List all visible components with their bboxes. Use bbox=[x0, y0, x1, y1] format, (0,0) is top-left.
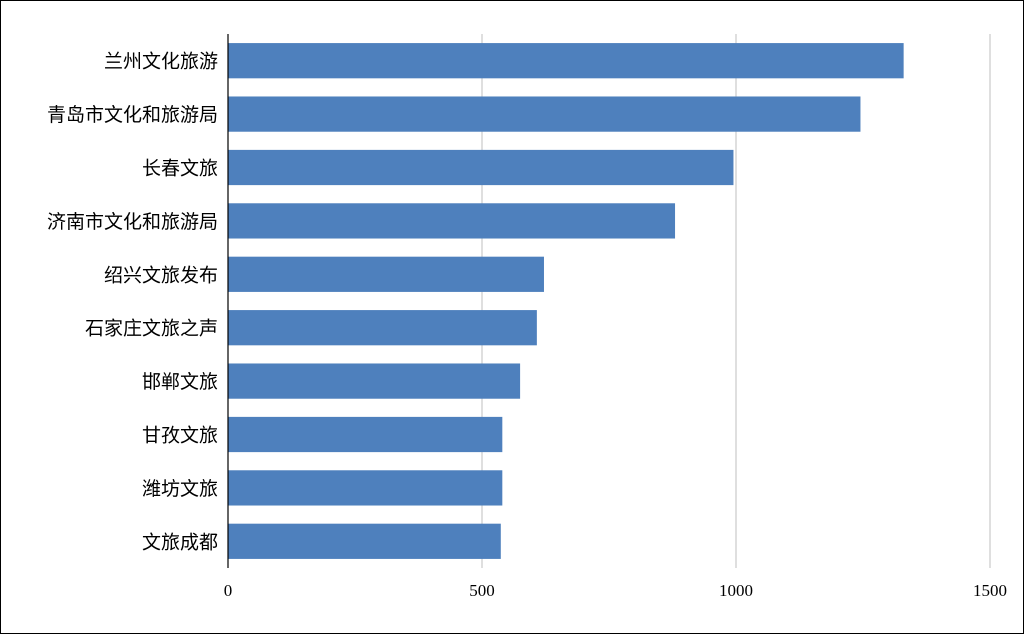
category-label: 长春文旅 bbox=[142, 158, 218, 180]
x-tick-label: 1000 bbox=[719, 581, 753, 600]
category-label: 文旅成都 bbox=[142, 531, 218, 553]
x-tick-label: 0 bbox=[224, 581, 233, 600]
bar bbox=[228, 363, 521, 399]
bar bbox=[228, 203, 676, 239]
bar bbox=[228, 310, 537, 346]
x-tick-label: 500 bbox=[469, 581, 495, 600]
category-label: 青岛市文化和旅游局 bbox=[47, 104, 218, 126]
category-labels: 兰州文化旅游青岛市文化和旅游局长春文旅济南市文化和旅游局绍兴文旅发布石家庄文旅之… bbox=[47, 51, 218, 554]
category-label: 潍坊文旅 bbox=[142, 478, 218, 500]
category-label: 绍兴文旅发布 bbox=[104, 264, 218, 286]
category-label: 济南市文化和旅游局 bbox=[47, 211, 218, 233]
bar bbox=[228, 416, 503, 453]
bars bbox=[228, 43, 904, 559]
category-label: 石家庄文旅之声 bbox=[85, 318, 218, 340]
bar bbox=[228, 96, 861, 132]
bar bbox=[228, 149, 734, 186]
category-label: 邯郸文旅 bbox=[142, 371, 218, 393]
bar bbox=[228, 256, 544, 292]
bar bbox=[228, 470, 503, 506]
category-label: 兰州文化旅游 bbox=[104, 51, 218, 73]
bar bbox=[228, 523, 501, 559]
x-tick-label: 1500 bbox=[973, 581, 1007, 600]
x-tick-labels: 0 500 1000 1500 bbox=[224, 581, 1007, 600]
bar bbox=[228, 43, 904, 79]
category-label: 甘孜文旅 bbox=[142, 425, 218, 447]
